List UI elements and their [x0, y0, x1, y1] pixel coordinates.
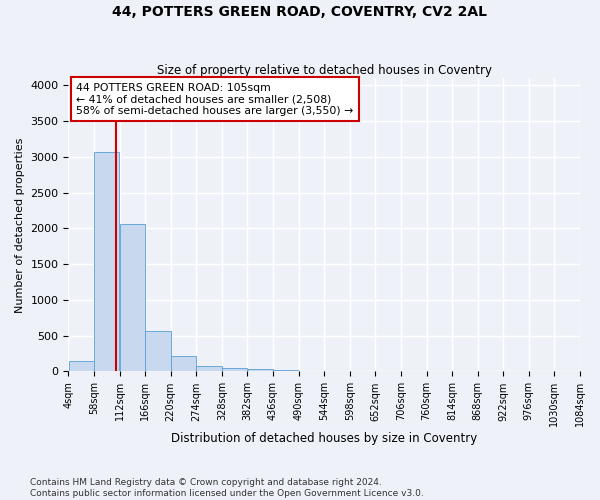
Bar [94, 152, 119, 372]
Text: 44, POTTERS GREEN ROAD, COVENTRY, CV2 2AL: 44, POTTERS GREEN ROAD, COVENTRY, CV2 2A… [113, 5, 487, 19]
Bar [171, 356, 196, 372]
Bar [196, 366, 222, 372]
Title: Size of property relative to detached houses in Coventry: Size of property relative to detached ho… [157, 64, 492, 77]
Y-axis label: Number of detached properties: Number of detached properties [15, 137, 25, 312]
X-axis label: Distribution of detached houses by size in Coventry: Distribution of detached houses by size … [171, 432, 478, 445]
Text: 44 POTTERS GREEN ROAD: 105sqm
← 41% of detached houses are smaller (2,508)
58% o: 44 POTTERS GREEN ROAD: 105sqm ← 41% of d… [76, 82, 353, 116]
Bar [273, 370, 298, 372]
Text: Contains HM Land Registry data © Crown copyright and database right 2024.
Contai: Contains HM Land Registry data © Crown c… [30, 478, 424, 498]
Bar [119, 224, 145, 372]
Bar [222, 368, 247, 372]
Bar [68, 360, 94, 372]
Bar [145, 332, 170, 372]
Bar [248, 370, 273, 372]
Bar [299, 371, 324, 372]
